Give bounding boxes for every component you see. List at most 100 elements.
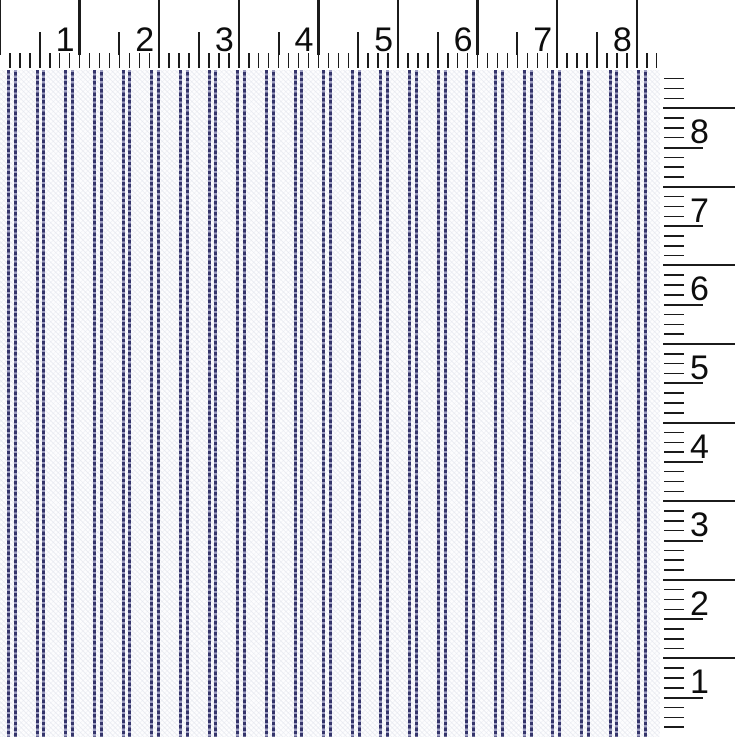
eighth-inch-tick <box>664 245 684 247</box>
pinstripe-pair <box>465 70 476 737</box>
eighth-inch-tick <box>476 53 479 68</box>
eighth-inch-tick <box>664 353 684 355</box>
eighth-inch-tick <box>664 156 684 159</box>
eighth-inch-tick <box>178 53 180 68</box>
eighth-inch-tick <box>188 53 190 68</box>
pinstripe-pair <box>207 70 218 737</box>
half-inch-tick <box>436 32 439 55</box>
eighth-inch-tick <box>664 510 684 512</box>
eighth-inch-tick <box>664 87 684 90</box>
eighth-inch-tick <box>664 608 684 611</box>
inch-tick <box>663 264 735 267</box>
eighth-inch-tick <box>377 53 379 68</box>
eighth-inch-tick <box>287 53 290 68</box>
right-ruler: 1 2 3 4 5 6 7 8 <box>660 0 735 737</box>
eighth-inch-tick <box>664 235 684 237</box>
ruler-number: 6 <box>690 270 709 309</box>
eighth-inch-tick <box>387 53 389 68</box>
half-inch-tick <box>664 539 703 542</box>
pinstripe-pair <box>408 70 419 737</box>
eighth-inch-tick <box>516 53 519 68</box>
eighth-inch-tick <box>636 53 638 68</box>
half-inch-tick <box>664 618 703 621</box>
eighth-inch-tick <box>49 53 51 68</box>
eighth-inch-tick <box>664 549 684 552</box>
inch-tick <box>663 578 735 581</box>
eighth-inch-tick <box>576 53 578 68</box>
pinstripe-pair <box>92 70 103 737</box>
half-inch-tick <box>38 32 41 55</box>
inch-tick <box>663 500 735 503</box>
eighth-inch-tick <box>506 53 509 68</box>
eighth-inch-tick <box>664 677 684 679</box>
eighth-inch-tick <box>664 254 684 257</box>
eighth-inch-tick <box>427 53 429 68</box>
pinstripe-pair <box>580 70 590 737</box>
eighth-inch-tick <box>664 628 684 630</box>
eighth-inch-tick <box>664 598 684 601</box>
fabric-swatch <box>0 70 660 737</box>
pinstripe-pair <box>350 70 361 737</box>
eighth-inch-tick <box>158 53 160 68</box>
eighth-inch-tick <box>664 294 684 296</box>
half-inch-tick <box>277 32 280 55</box>
pinstripe-pair <box>379 70 390 737</box>
eighth-inch-tick <box>198 53 200 68</box>
pinstripe-pair <box>608 70 619 737</box>
eighth-inch-tick <box>664 77 684 80</box>
eighth-inch-tick <box>267 53 270 68</box>
eighth-inch-tick <box>118 53 121 68</box>
eighth-inch-tick <box>68 53 71 68</box>
eighth-inch-tick <box>437 53 439 68</box>
pinstripe-pair <box>551 70 562 737</box>
eighth-inch-tick <box>664 451 684 453</box>
eighth-inch-tick <box>664 284 684 286</box>
eighth-inch-tick <box>664 176 684 178</box>
eighth-inch-tick <box>664 490 684 493</box>
eighth-inch-tick <box>39 53 41 68</box>
eighth-inch-tick <box>664 480 684 483</box>
eighth-inch-tick <box>664 470 684 473</box>
eighth-inch-tick <box>218 53 220 68</box>
eighth-inch-tick <box>108 53 111 68</box>
eighth-inch-tick <box>586 53 588 68</box>
eighth-inch-tick <box>357 53 359 68</box>
eighth-inch-tick <box>664 215 684 218</box>
eighth-inch-tick <box>664 520 684 522</box>
eighth-inch-tick <box>228 53 230 68</box>
half-inch-tick <box>664 696 703 699</box>
eighth-inch-tick <box>664 431 684 434</box>
eighth-inch-tick <box>664 392 684 394</box>
eighth-inch-tick <box>317 53 320 68</box>
half-inch-tick <box>118 32 121 55</box>
half-inch-tick <box>198 32 200 55</box>
eighth-inch-tick <box>664 97 684 100</box>
eighth-inch-tick <box>664 333 684 335</box>
eighth-inch-tick <box>277 53 280 68</box>
eighth-inch-tick <box>664 569 684 571</box>
inch-tick <box>663 185 735 188</box>
eighth-inch-tick <box>664 647 684 650</box>
eighth-inch-tick <box>58 53 61 68</box>
eighth-inch-tick <box>556 53 558 68</box>
ruler-number: 4 <box>690 427 709 466</box>
eighth-inch-tick <box>407 53 409 68</box>
eighth-inch-tick <box>664 313 684 316</box>
eighth-inch-tick <box>664 441 684 443</box>
eighth-inch-tick <box>168 53 170 68</box>
eighth-inch-tick <box>626 53 628 68</box>
eighth-inch-tick <box>29 53 31 68</box>
pinstripe-pair <box>178 70 189 737</box>
ruler-number: 2 <box>135 21 154 59</box>
eighth-inch-tick <box>128 53 131 68</box>
eighth-inch-tick <box>138 53 141 68</box>
half-inch-tick <box>664 225 703 228</box>
inch-tick <box>663 107 735 110</box>
eighth-inch-tick <box>664 274 684 276</box>
pinstripe-pair <box>494 70 505 737</box>
half-inch-tick <box>357 32 360 55</box>
pinstripe-pair <box>150 70 161 737</box>
eighth-inch-tick <box>417 53 419 68</box>
pinstripe-pair <box>436 70 447 737</box>
